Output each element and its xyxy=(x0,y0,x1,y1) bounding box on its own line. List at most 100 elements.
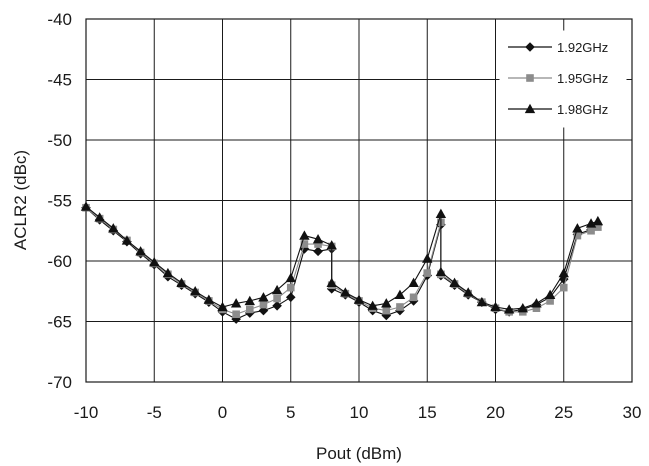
data-point-square xyxy=(594,223,602,231)
data-point-triangle xyxy=(80,201,92,211)
y-tick-label: -45 xyxy=(47,71,72,90)
data-point-square xyxy=(526,74,534,82)
data-point-triangle xyxy=(422,253,433,263)
data-point-square xyxy=(559,283,568,292)
data-point-triangle xyxy=(381,298,392,308)
y-tick-label: -40 xyxy=(47,10,72,29)
x-tick-label: 0 xyxy=(218,403,227,422)
x-tick-label: 20 xyxy=(486,403,505,422)
data-point-triangle xyxy=(217,301,228,312)
x-tick-label: 15 xyxy=(418,403,437,422)
data-point-triangle xyxy=(490,301,501,312)
data-point-triangle xyxy=(108,223,119,233)
legend-label: 1.92GHz xyxy=(557,40,608,55)
data-point-triangle xyxy=(572,223,583,233)
plot-area-frame xyxy=(85,18,633,383)
data-point-triangle xyxy=(408,277,419,287)
x-tick-label: 25 xyxy=(554,403,573,422)
y-axis-title: ACLR2 (dBc) xyxy=(11,150,30,250)
data-point-triangle xyxy=(463,287,474,297)
data-point-triangle xyxy=(585,218,597,228)
y-tick-label: -70 xyxy=(47,373,72,392)
data-point-square xyxy=(423,269,432,277)
data-point-square xyxy=(300,240,309,248)
data-point-square xyxy=(546,297,554,305)
data-point-triangle xyxy=(503,304,515,314)
legend-item: 1.95GHz xyxy=(508,71,608,86)
data-point-square xyxy=(409,293,418,302)
data-point-triangle xyxy=(326,240,337,250)
data-point-triangle xyxy=(435,208,447,218)
data-point-triangle xyxy=(531,298,542,308)
data-point-square xyxy=(273,294,281,303)
data-point-square xyxy=(396,303,404,311)
data-point-triangle xyxy=(476,296,488,307)
legend-item: 1.98GHz xyxy=(508,102,608,117)
data-point-diamond xyxy=(272,300,282,311)
data-point-triangle xyxy=(299,230,310,240)
data-point-triangle xyxy=(285,272,296,283)
legend: 1.92GHz 1.95GHz 1.98GHz xyxy=(499,30,627,128)
y-tick-labels: -40 -45 -50 -55 -60 -65 -70 xyxy=(47,10,72,392)
data-point-triangle xyxy=(230,298,242,308)
data-point-triangle xyxy=(149,257,160,267)
y-tick-label: -60 xyxy=(47,252,72,271)
gridlines xyxy=(85,18,633,383)
data-point-diamond xyxy=(381,310,392,321)
data-point-triangle xyxy=(340,287,351,297)
data-point-triangle xyxy=(244,295,255,306)
series-1.92GHz xyxy=(81,202,603,324)
legend-label: 1.95GHz xyxy=(557,71,608,86)
data-point-triangle xyxy=(524,103,536,114)
data-point-diamond xyxy=(558,274,569,284)
data-point-square xyxy=(246,305,254,314)
x-axis-title: Pout (dBm) xyxy=(316,444,402,463)
legend-item: 1.92GHz xyxy=(508,40,608,55)
x-tick-label: -10 xyxy=(74,403,99,422)
x-tick-labels: -10 -5 0 5 10 15 20 25 30 xyxy=(74,403,642,422)
data-point-triangle xyxy=(203,294,215,304)
data-point-square xyxy=(314,240,322,248)
series-line xyxy=(85,207,599,320)
data-point-triangle xyxy=(121,235,133,245)
data-point-diamond xyxy=(285,292,296,303)
data-point-triangle xyxy=(544,289,556,300)
data-point-square xyxy=(382,306,391,315)
data-point-diamond xyxy=(525,42,535,52)
data-point-triangle xyxy=(449,277,460,287)
data-point-triangle xyxy=(271,284,283,295)
data-point-triangle xyxy=(592,215,604,226)
series-1.98GHz xyxy=(80,201,604,314)
data-point-triangle xyxy=(353,294,365,304)
x-tick-label: 10 xyxy=(350,403,369,422)
data-point-triangle xyxy=(367,300,378,310)
data-point-triangle xyxy=(190,286,201,296)
x-tick-label: 30 xyxy=(623,403,642,422)
data-point-triangle xyxy=(558,267,569,278)
y-tick-label: -65 xyxy=(47,313,72,332)
data-point-square xyxy=(286,283,295,292)
legend-label: 1.98GHz xyxy=(557,102,608,117)
x-tick-label: 5 xyxy=(286,403,295,422)
y-tick-label: -50 xyxy=(47,131,72,150)
data-point-triangle xyxy=(517,302,528,313)
data-point-triangle xyxy=(394,289,406,300)
x-tick-label: -5 xyxy=(147,403,162,422)
data-point-diamond xyxy=(313,246,323,257)
data-point-square xyxy=(532,304,541,312)
y-tick-label: -55 xyxy=(47,192,72,211)
data-point-triangle xyxy=(312,234,324,244)
data-point-square xyxy=(573,231,582,240)
data-point-triangle xyxy=(435,266,447,277)
data-point-triangle xyxy=(326,277,337,287)
data-point-triangle xyxy=(135,246,146,256)
series-layer xyxy=(80,201,604,324)
data-point-triangle xyxy=(176,277,187,287)
data-point-triangle xyxy=(258,292,269,302)
data-point-square xyxy=(587,226,595,235)
data-point-triangle xyxy=(94,212,105,222)
data-point-triangle xyxy=(162,267,174,278)
data-point-square xyxy=(259,300,268,309)
data-point-square xyxy=(232,310,240,319)
